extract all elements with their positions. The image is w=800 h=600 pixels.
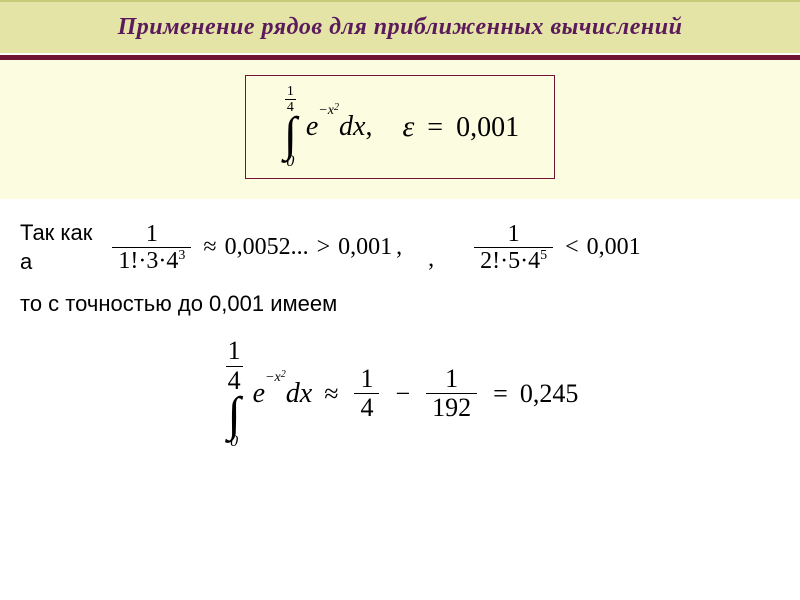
integral-sign: 1 4 ∫ 0 xyxy=(281,84,300,170)
slide-title-bar: Применение рядов для приближенных вычисл… xyxy=(0,0,800,55)
threshold-1: 0,001 xyxy=(338,234,392,261)
text-and: а xyxy=(20,248,92,277)
formula-area: 1 4 ∫ 0 e −x2 dx, ε = 0,001 xyxy=(0,60,800,199)
result-frac-1: 1 4 xyxy=(354,365,379,423)
result-integral: 1 4 ∫ 0 e −x2 dx xyxy=(222,337,313,450)
result-frac-2: 1 192 xyxy=(426,365,477,423)
result-minus: − xyxy=(395,379,410,409)
value-1: 0,0052... xyxy=(225,234,309,261)
fraction-1: 1 1!·3·43 xyxy=(112,221,191,275)
epsilon-equation: ε = 0,001 xyxy=(402,110,519,144)
integral-symbol: ∫ xyxy=(284,116,297,154)
formula-box: 1 4 ∫ 0 e −x2 dx, ε = 0,001 xyxy=(245,75,555,179)
integral-expression: 1 4 ∫ 0 e −x2 dx, xyxy=(281,84,373,170)
reasoning-line-1: Так как а 1 1!·3·43 ≈ 0,0052... > 0,001 … xyxy=(20,219,780,276)
comma-1: , xyxy=(396,234,402,261)
content-area: Так как а 1 1!·3·43 ≈ 0,0052... > 0,001 … xyxy=(0,199,800,460)
fraction-2: 1 2!·5·45 xyxy=(474,221,553,275)
lt-sign: < xyxy=(565,234,579,261)
gt-sign: > xyxy=(317,234,331,261)
integrand: e −x2 dx, xyxy=(306,111,373,143)
approx-sign: ≈ xyxy=(203,234,216,261)
comma-1b: , xyxy=(428,246,434,273)
conclusion-text: то с точностью до 0,001 имеем xyxy=(20,291,780,317)
result-approx: ≈ xyxy=(324,379,338,409)
slide-title: Применение рядов для приближенных вычисл… xyxy=(118,14,683,40)
threshold-2: 0,001 xyxy=(587,234,641,261)
integral-lower-limit: 0 xyxy=(286,154,294,170)
text-since: Так как xyxy=(20,219,92,248)
result-value: 0,245 xyxy=(520,379,579,409)
result-equation: 1 4 ∫ 0 e −x2 dx ≈ 1 4 − xyxy=(20,337,780,450)
result-eq: = xyxy=(493,379,508,409)
